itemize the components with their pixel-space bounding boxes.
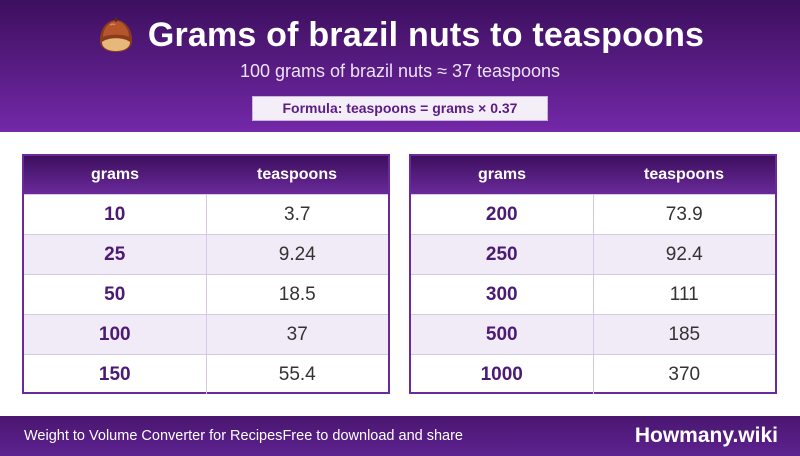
- column-header-grams: grams: [477, 166, 527, 183]
- page-header: Grams of brazil nuts to teaspoons 100 gr…: [0, 0, 800, 132]
- column-header-teaspoons: teaspoons: [643, 166, 724, 183]
- conversion-table-left: grams teaspoons 10 3.7 25 9.24 50 18.5 1…: [22, 154, 390, 394]
- table-row: 500 185: [411, 314, 775, 354]
- teaspoons-cell: 92.4: [665, 243, 703, 265]
- table-row: 200 73.9: [411, 194, 775, 234]
- grams-cell: 25: [24, 235, 207, 274]
- table-row: 1000 370: [411, 354, 775, 394]
- grams-cell: 1000: [411, 355, 594, 394]
- table-row: 150 55.4: [24, 354, 388, 394]
- grams-cell: 150: [24, 355, 207, 394]
- table-row: 250 92.4: [411, 234, 775, 274]
- grams-cell: 300: [411, 275, 594, 314]
- title-row: Grams of brazil nuts to teaspoons: [0, 13, 800, 57]
- page-title: Grams of brazil nuts to teaspoons: [147, 15, 705, 54]
- column-header-teaspoons: teaspoons: [256, 166, 337, 183]
- table-row: 50 18.5: [24, 274, 388, 314]
- table-row: 10 3.7: [24, 194, 388, 234]
- teaspoons-cell: 3.7: [284, 203, 311, 225]
- footer-note: Free to download and share: [282, 428, 464, 444]
- grams-cell: 250: [411, 235, 594, 274]
- teaspoons-cell: 55.4: [278, 363, 316, 385]
- grams-cell: 500: [411, 315, 594, 354]
- footer-tagline: Weight to Volume Converter for Recipes: [24, 428, 283, 444]
- teaspoons-cell: 111: [669, 283, 699, 305]
- grams-cell: 200: [411, 195, 594, 234]
- teaspoons-cell: 9.24: [278, 243, 316, 265]
- formula-box: Formula: teaspoons = grams × 0.37: [252, 96, 548, 121]
- grams-cell: 100: [24, 315, 207, 354]
- teaspoons-cell: 73.9: [665, 203, 703, 225]
- brazil-nut-icon: [96, 15, 136, 55]
- grams-cell: 10: [24, 195, 207, 234]
- brand-link[interactable]: Howmany.wiki: [634, 424, 778, 447]
- page-subtitle: 100 grams of brazil nuts ≈ 37 teaspoons: [239, 61, 561, 81]
- conversion-table-right: grams teaspoons 200 73.9 250 92.4 300 11…: [409, 154, 777, 394]
- column-header-grams: grams: [90, 166, 140, 183]
- table-row: 300 111: [411, 274, 775, 314]
- teaspoons-cell: 37: [286, 323, 308, 345]
- teaspoons-cell: 185: [668, 323, 701, 345]
- table-row: 25 9.24: [24, 234, 388, 274]
- table-row: 100 37: [24, 314, 388, 354]
- grams-cell: 50: [24, 275, 207, 314]
- page-footer: Weight to Volume Converter for Recipes F…: [0, 416, 800, 456]
- table-header: grams teaspoons: [24, 156, 388, 194]
- teaspoons-cell: 18.5: [278, 283, 316, 305]
- teaspoons-cell: 370: [668, 363, 701, 385]
- table-header: grams teaspoons: [411, 156, 775, 194]
